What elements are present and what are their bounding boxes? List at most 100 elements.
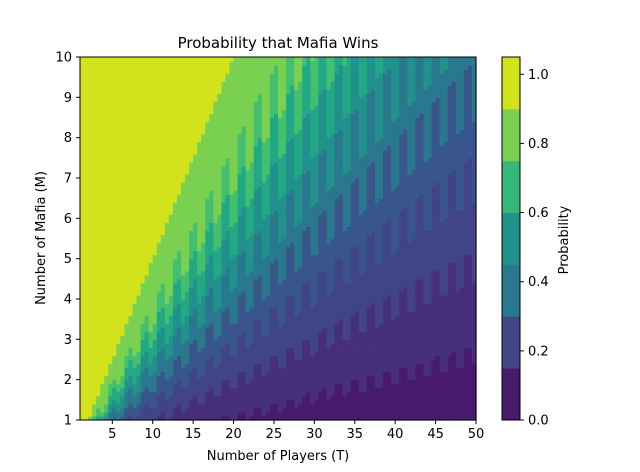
contour-cell — [225, 323, 231, 328]
contour-cell — [209, 145, 214, 151]
contour-cell — [108, 178, 113, 183]
contour-cell — [294, 153, 299, 159]
contour-cell — [172, 323, 178, 328]
contour-cell — [197, 303, 202, 308]
contour-cell — [104, 415, 109, 421]
contour-cell — [80, 121, 85, 127]
contour-cell — [80, 202, 85, 207]
contour-cell — [298, 121, 303, 127]
contour-cell — [290, 157, 295, 163]
contour-cell — [193, 206, 198, 211]
contour-cell — [164, 323, 170, 328]
contour-cell — [201, 190, 206, 195]
contour-cell — [253, 77, 259, 82]
contour-cell — [144, 327, 150, 332]
contour-cell — [185, 234, 190, 240]
contour-cell — [249, 65, 255, 70]
contour-cell — [136, 105, 142, 111]
contour-cell — [156, 218, 162, 223]
contour-cell — [241, 121, 247, 127]
contour-cell — [104, 61, 109, 66]
contour-cell — [96, 234, 101, 240]
contour-cell — [148, 266, 154, 272]
contour-cell — [160, 97, 166, 102]
contour-cell — [245, 415, 251, 421]
contour-cell — [92, 371, 97, 377]
contour-cell — [189, 109, 194, 115]
contour-cell — [265, 57, 271, 62]
contour-cell — [298, 214, 303, 219]
contour-cell — [197, 210, 202, 215]
contour-cell — [100, 327, 105, 332]
contour-cell — [144, 415, 150, 421]
contour-cell — [233, 387, 239, 393]
contour-cell — [120, 57, 126, 62]
contour-cell — [205, 226, 210, 232]
contour-cell — [209, 270, 214, 276]
contour-cell — [253, 198, 259, 203]
contour-cell — [265, 137, 271, 143]
contour-cell — [217, 242, 223, 248]
contour-cell — [80, 246, 85, 252]
contour-cell — [168, 246, 174, 252]
contour-cell — [189, 343, 194, 348]
contour-cell — [241, 383, 247, 389]
contour-cell — [290, 315, 295, 320]
contour-cell — [209, 77, 214, 82]
contour-cell — [108, 355, 113, 361]
contour-cell — [148, 109, 154, 115]
contour-cell — [298, 383, 303, 389]
contour-cell — [112, 85, 117, 90]
contour-cell — [144, 137, 150, 143]
contour-cell — [181, 61, 186, 66]
contour-cell — [120, 65, 126, 70]
contour-cell — [185, 137, 190, 143]
contour-cell — [189, 77, 194, 82]
contour-cell — [92, 125, 97, 131]
contour-cell — [197, 359, 202, 365]
contour-cell — [237, 198, 243, 203]
contour-cell — [88, 153, 93, 159]
contour-cell — [120, 81, 126, 86]
contour-cell — [298, 230, 303, 236]
contour-cell — [237, 161, 243, 167]
contour-cell — [278, 282, 283, 288]
contour-cell — [124, 61, 130, 66]
contour-cell — [128, 387, 134, 393]
contour-cell — [132, 210, 138, 215]
contour-cell — [294, 65, 299, 70]
contour-cell — [116, 299, 122, 304]
contour-cell — [104, 133, 109, 139]
contour-cell — [156, 97, 162, 102]
contour-cell — [108, 210, 113, 215]
contour-cell — [298, 307, 303, 312]
contour-cell — [108, 359, 113, 365]
contour-cell — [225, 290, 231, 296]
contour-cell — [128, 65, 134, 70]
contour-cell — [120, 157, 126, 163]
contour-cell — [152, 246, 158, 252]
contour-cell — [140, 258, 146, 264]
contour-cell — [237, 367, 243, 373]
contour-cell — [185, 315, 190, 320]
contour-cell — [136, 347, 142, 353]
contour-cell — [217, 303, 223, 308]
contour-cell — [273, 367, 279, 373]
contour-cell — [116, 246, 122, 252]
contour-cell — [233, 73, 239, 78]
contour-cell — [294, 202, 299, 207]
contour-cell — [124, 282, 130, 288]
contour-cell — [80, 355, 85, 361]
contour-cell — [148, 294, 154, 300]
contour-cell — [257, 270, 263, 276]
contour-cell — [265, 77, 271, 82]
contour-cell — [144, 161, 150, 167]
contour-cell — [286, 157, 291, 163]
contour-cell — [116, 323, 122, 328]
contour-cell — [265, 113, 271, 119]
contour-cell — [189, 258, 194, 264]
contour-cell — [152, 226, 158, 232]
contour-cell — [253, 93, 259, 98]
contour-cell — [181, 202, 186, 207]
contour-cell — [152, 61, 158, 66]
